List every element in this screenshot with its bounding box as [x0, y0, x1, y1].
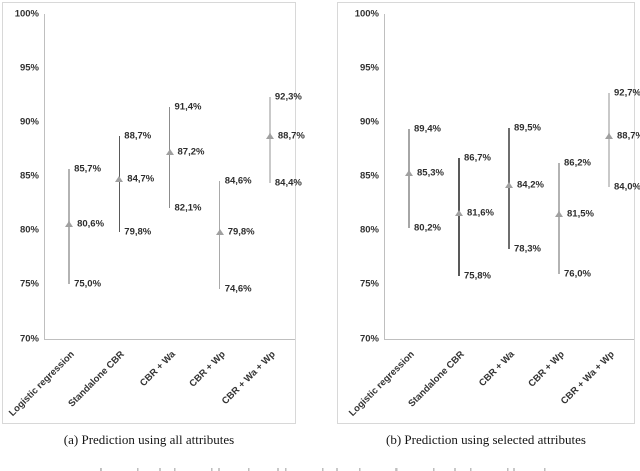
value-label-low: 74,6% — [224, 283, 252, 295]
category-label: CBR + Wp — [526, 348, 567, 389]
triangle-marker-icon — [455, 210, 463, 217]
category-label: CBR + Wa + Wp — [219, 348, 278, 407]
y-tick-label: 70% — [359, 333, 379, 344]
value-label-mean: 85,3% — [417, 167, 444, 179]
value-label-high: 86,7% — [464, 152, 491, 164]
value-label-low: 79,8% — [124, 226, 152, 238]
value-label-high: 89,4% — [414, 123, 441, 135]
triangle-marker-icon — [165, 149, 174, 156]
range-line — [608, 92, 610, 188]
chart-panel-b: 100% 95% 90% 85% 80% 75% 70% Logistic regressio… — [337, 2, 640, 424]
range-line — [408, 128, 410, 229]
triangle-marker-icon — [405, 170, 413, 176]
category-label: CBR + Wp — [187, 348, 228, 389]
y-tick-label: 90% — [19, 116, 39, 128]
value-label-mean: 81,5% — [567, 208, 594, 220]
caption-a: (a) Prediction using all attributes — [63, 432, 235, 447]
triangle-marker-icon — [115, 176, 124, 183]
category-label: Logistic regression — [7, 348, 77, 419]
y-axis-line — [384, 14, 385, 339]
caption-b: (b) Prediction using selected attributes — [385, 432, 586, 447]
value-label-mean: 81,6% — [467, 207, 494, 219]
category-label: Logistic regression — [347, 348, 417, 419]
category-label: CBR + Wa + Wp — [558, 348, 617, 407]
range-line — [558, 163, 560, 274]
x-axis-line — [44, 338, 295, 340]
range-line — [458, 157, 460, 276]
triangle-marker-icon — [555, 211, 563, 218]
value-label-mean: 80,6% — [77, 218, 105, 230]
y-tick-label: 80% — [19, 224, 39, 236]
value-label-high: 92,7% — [614, 87, 640, 99]
y-tick-label: 85% — [19, 170, 39, 182]
triangle-marker-icon — [505, 181, 513, 188]
value-label-high: 91,4% — [174, 101, 202, 113]
value-label-low: 84,4% — [274, 177, 302, 189]
category-label: CBR + Wa — [137, 348, 178, 389]
y-tick-label: 75% — [359, 278, 379, 290]
triangle-marker-icon — [265, 133, 274, 140]
value-label-low: 82,1% — [174, 202, 202, 214]
y-tick-label: 100% — [14, 8, 39, 20]
value-label-low: 75,8% — [464, 270, 491, 282]
y-tick-label: 100% — [354, 8, 379, 20]
value-label-low: 76,0% — [564, 268, 591, 280]
value-label-high: 86,2% — [564, 157, 591, 169]
y-tick-label: 75% — [19, 278, 39, 290]
chart-panel-a: 100% 95% 90% 85% 80% 75% 70% Logistic regressio… — [2, 2, 305, 424]
value-label-mean: 84,7% — [127, 173, 155, 185]
y-tick-label: 85% — [359, 170, 379, 182]
range-line — [269, 97, 271, 183]
value-label-mean: 79,8% — [227, 226, 255, 238]
value-label-low: 80,2% — [414, 222, 441, 234]
category-label: Standalone CBR — [66, 348, 128, 409]
triangle-marker-icon — [605, 133, 613, 140]
value-label-high: 88,7% — [124, 130, 152, 142]
triangle-marker-icon — [65, 220, 74, 227]
value-label-mean: 88,7% — [617, 130, 640, 142]
range-line — [508, 127, 510, 249]
value-label-mean: 88,7% — [277, 130, 305, 142]
value-label-low: 78,3% — [514, 243, 541, 255]
value-label-high: 92,3% — [274, 91, 302, 103]
y-axis-line — [44, 14, 45, 339]
triangle-marker-icon — [215, 229, 224, 236]
x-axis-line — [384, 338, 634, 340]
y-tick-label: 80% — [359, 224, 379, 236]
value-label-high: 85,7% — [74, 163, 102, 175]
category-label: Standalone CBR — [406, 348, 467, 409]
value-label-high: 89,5% — [514, 122, 541, 134]
y-tick-label: 90% — [359, 116, 379, 128]
category-label: CBR + Wa — [476, 348, 517, 389]
y-tick-label: 95% — [359, 62, 379, 74]
y-tick-label: 70% — [19, 333, 39, 344]
range-line — [168, 107, 171, 208]
value-label-mean: 84,2% — [517, 179, 544, 191]
value-label-mean: 87,2% — [177, 146, 205, 158]
value-label-high: 84,6% — [224, 175, 252, 187]
y-tick-label: 95% — [19, 62, 39, 74]
clipped-next-line-text-tops — [100, 468, 560, 471]
value-label-low: 75,0% — [74, 278, 102, 290]
range-line — [118, 136, 120, 233]
value-label-low: 84,0% — [614, 181, 640, 193]
